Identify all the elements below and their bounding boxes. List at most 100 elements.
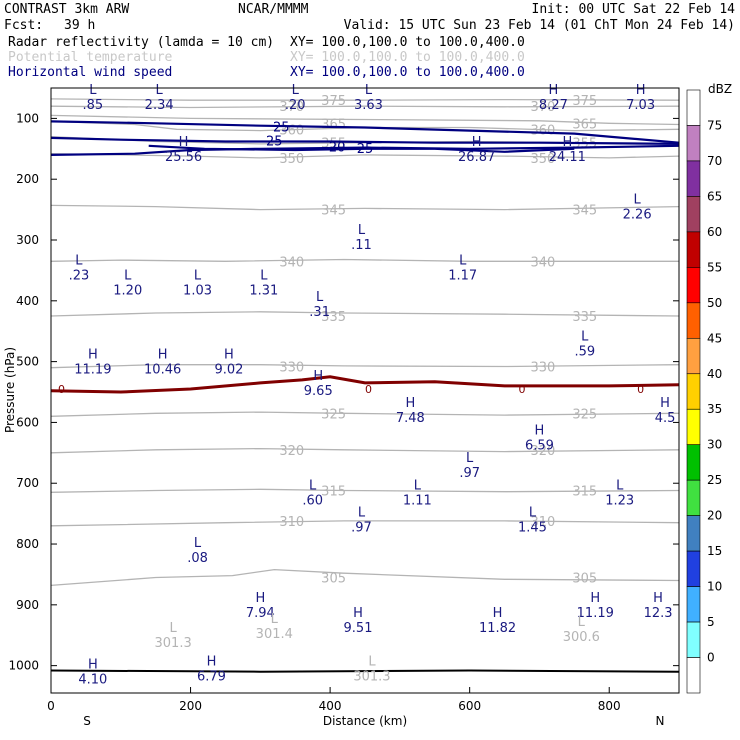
fcst-label: Fcst:: [4, 18, 43, 33]
theta-contour-label: 365: [321, 117, 346, 132]
extremum-value: .97: [459, 466, 480, 481]
extrema-labels: L.85L2.34L.20L3.63H8.27H7.03H25.56H26.87…: [69, 83, 676, 688]
colorbar-swatch: [686, 444, 701, 481]
wind-contour-label: 25: [273, 121, 290, 136]
colorbar-level-label: 70: [707, 154, 722, 168]
theta-contour-label: 375: [321, 94, 346, 109]
theta-contour-label: 320: [279, 444, 304, 459]
freezing-level-label: 0: [519, 383, 526, 396]
colorbar-level-label: 50: [707, 296, 722, 310]
high-marker: H: [493, 606, 503, 621]
high-marker: H: [158, 348, 168, 363]
extremum-value: 1.23: [605, 493, 634, 508]
y-tick-label: 900: [16, 598, 39, 612]
right-end-label: N: [656, 714, 665, 728]
high-marker: H: [590, 591, 600, 606]
extremum-value: .11: [351, 238, 372, 253]
extremum-value: 8.27: [539, 98, 568, 113]
colorbar-swatch: [686, 586, 701, 623]
colorbar-level-label: 60: [707, 225, 722, 239]
high-marker: H: [179, 135, 189, 150]
colorbar-swatch: [686, 89, 701, 126]
theta-contour-label: 370: [531, 100, 556, 115]
valid-time: Valid: 15 UTC Sun 23 Feb 14 (01 ChT Mon …: [344, 18, 735, 33]
field-3-name: Horizontal wind speed: [8, 65, 172, 80]
model-title: CONTRAST 3km ARW: [4, 2, 129, 17]
extremum-value: 7.94: [246, 606, 275, 621]
low-marker: L: [634, 193, 642, 208]
high-marker: H: [88, 658, 98, 673]
y-tick-label: 300: [16, 233, 39, 247]
colorbar-level-label: 45: [707, 331, 722, 345]
extremum-value: .08: [187, 551, 208, 566]
theta-contour-line: [50, 114, 680, 126]
low-marker: L: [358, 506, 366, 521]
low-marker: L: [358, 223, 366, 238]
high-marker: H: [535, 424, 545, 439]
high-marker: H: [405, 396, 415, 411]
extremum-value: 11.19: [577, 606, 614, 621]
theta-contour-label: 305: [572, 571, 597, 586]
theta-contour-label: 320: [531, 444, 556, 459]
init-time: Init: 00 UTC Sat 22 Feb 14: [532, 2, 736, 17]
theta-contour-line: [50, 258, 679, 262]
high-marker: H: [562, 135, 572, 150]
extremum-value: .97: [351, 521, 372, 536]
extremum-value: 9.65: [304, 384, 333, 399]
colorbar-level-label: 0: [707, 651, 715, 665]
wind-contour-label: 25: [266, 135, 283, 150]
extremum-value: 4.10: [78, 673, 107, 688]
colorbar-swatch: [686, 479, 701, 516]
theta-contour-line: [50, 153, 680, 159]
high-marker: H: [660, 396, 670, 411]
low-marker: L: [194, 269, 202, 284]
low-marker: L: [316, 290, 324, 305]
theta-contour-label: 375: [572, 94, 597, 109]
ground-line: [50, 669, 680, 673]
low-marker: L: [365, 83, 373, 98]
extremum-value: 7.03: [626, 98, 655, 113]
colorbar-level-label: 10: [707, 580, 722, 594]
extremum-value: 10.46: [144, 363, 181, 378]
colorbar-swatch: [686, 621, 701, 658]
colorbar-swatch: [686, 160, 701, 197]
theta-contour-label: 340: [279, 255, 304, 270]
colorbar-level-label: 20: [707, 509, 722, 523]
field-2-name: Potential temperature: [8, 50, 173, 65]
theta-contour-line: [50, 568, 680, 587]
extremum-value: 7.48: [396, 411, 425, 426]
x-tick-label: 600: [458, 699, 481, 713]
extremum-value: .60: [302, 493, 323, 508]
theta-contour-label: 335: [321, 310, 346, 325]
x-tick-label: 800: [598, 699, 621, 713]
colorbar-level-label: 55: [707, 260, 722, 274]
left-end-label: S: [83, 714, 91, 728]
theta-contour-line: [50, 364, 680, 369]
low-marker: L: [89, 83, 97, 98]
theta-contour-line: [50, 488, 680, 493]
theta-contour-line: [50, 98, 680, 101]
extremum-value: 300.6: [563, 630, 600, 645]
extremum-value: 3.63: [354, 98, 383, 113]
freezing-level-line: [50, 375, 680, 394]
theta-contour-label: 370: [279, 100, 304, 115]
low-marker: L: [529, 506, 537, 521]
colorbar-level-label: 15: [707, 544, 722, 558]
wind-contour-label: 25: [357, 142, 374, 157]
y-tick-label: 100: [16, 111, 39, 125]
theta-contour-label: 335: [572, 310, 597, 325]
theta-contour-label: 350: [279, 152, 304, 167]
theta-contour-label: 345: [572, 204, 597, 219]
axes: 0 200 400 600 800100200300400500600700800900…: [8, 111, 679, 713]
freezing-level-label: 0: [365, 383, 372, 396]
extremum-value: .23: [69, 268, 90, 283]
y-tick-label: 800: [16, 537, 39, 551]
colorbar-swatch: [686, 373, 701, 410]
colorbar-swatch: [686, 550, 701, 587]
y-tick-label: 700: [16, 476, 39, 490]
extremum-value: 301.4: [256, 627, 293, 642]
extremum-value: 1.31: [249, 284, 278, 299]
theta-contour-label: 310: [531, 515, 556, 530]
